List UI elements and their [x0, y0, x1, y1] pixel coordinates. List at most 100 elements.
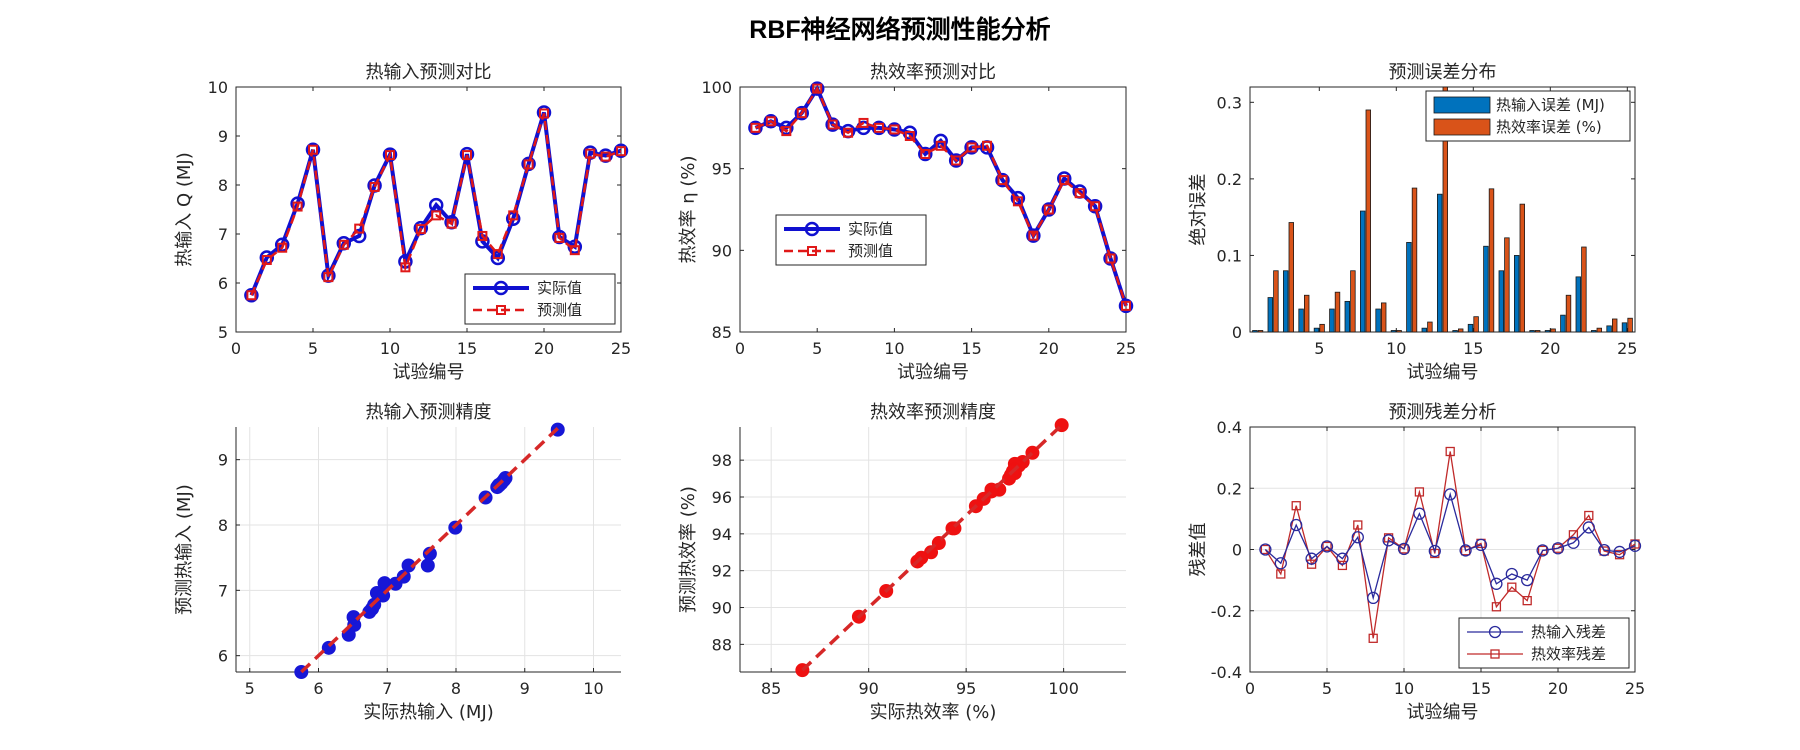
- bar-heat-input-error: [1606, 325, 1612, 333]
- actual-point: [459, 146, 475, 162]
- bar-heat-input-error: [1406, 242, 1412, 333]
- x-tick-label: 90: [858, 679, 878, 698]
- predicted-point: [765, 116, 776, 127]
- legend-label: 实际值: [848, 220, 893, 238]
- predicted-point: [1028, 230, 1039, 241]
- efficiency-residual-point: [1276, 569, 1286, 579]
- legend-actual-marker: [804, 221, 820, 237]
- bar-efficiency-error: [1442, 86, 1448, 333]
- legend-label: 预测值: [848, 242, 893, 260]
- heat-input-residual-point: [1290, 518, 1303, 532]
- x-tick-label: 15: [1471, 679, 1491, 698]
- bar-heat-input-error: [1344, 300, 1350, 333]
- y-tick-label: 100: [701, 78, 732, 97]
- legend-efficiency-swatch: [1433, 118, 1491, 136]
- actual-point: [995, 172, 1010, 188]
- heat-input-residual-point: [1490, 577, 1503, 590]
- y-axis-label: 残差值: [1188, 523, 1209, 577]
- predicted-point: [277, 242, 288, 253]
- predicted-point: [873, 122, 884, 133]
- y-tick-label: 7: [218, 225, 228, 244]
- x-tick-label: 5: [245, 679, 255, 698]
- plot-background: [740, 87, 1126, 332]
- bar-efficiency-error: [1504, 237, 1510, 333]
- predicted-point: [508, 210, 519, 221]
- bar-efficiency-error: [1365, 109, 1371, 333]
- legend-label: 热效率误差 (%): [1496, 118, 1602, 136]
- reference-line-y-equals-x: [801, 423, 1063, 672]
- x-axis-label: 实际热输入 (MJ): [363, 702, 494, 723]
- predicted-point: [966, 142, 977, 153]
- actual-point: [552, 229, 567, 245]
- predicted-point: [462, 150, 472, 161]
- predicted-point: [385, 150, 395, 161]
- legend-label: 预测值: [537, 301, 582, 319]
- heat-input-residual-point: [1598, 543, 1611, 557]
- y-tick-label: 96: [712, 488, 732, 507]
- efficiency-residual-point: [1445, 446, 1455, 457]
- heat-input-residual-point: [1336, 552, 1349, 565]
- predicted-point: [812, 83, 823, 94]
- y-tick-label: 5: [218, 323, 228, 342]
- bar-efficiency-error: [1519, 203, 1525, 333]
- bar-heat-input-error: [1621, 322, 1628, 333]
- bar-efficiency-error: [1350, 270, 1356, 333]
- actual-point: [1026, 228, 1041, 243]
- actual-point: [244, 288, 259, 303]
- bar-efficiency-error: [1612, 318, 1618, 333]
- y-axis-label: 热效率 η (%): [678, 156, 699, 264]
- predicted-point: [750, 122, 761, 133]
- legend-efficiency-residual-marker: [1490, 649, 1500, 659]
- legend-predicted-marker: [807, 246, 817, 256]
- y-tick-label: -0.2: [1211, 602, 1242, 621]
- x-tick-label: 25: [1116, 339, 1136, 358]
- y-tick-label: 8: [218, 176, 228, 195]
- predicted-point: [477, 230, 488, 241]
- actual-point: [382, 147, 398, 162]
- y-tick-label: 92: [712, 562, 732, 581]
- predicted-point: [308, 144, 318, 155]
- actual-point: [613, 143, 629, 158]
- actual-point: [1103, 251, 1118, 266]
- bar-efficiency-error: [1257, 330, 1264, 333]
- actual-point: [918, 146, 933, 162]
- y-axis-label: 热输入 Q (MJ): [174, 152, 195, 267]
- predicted-point: [858, 117, 869, 128]
- bar-heat-input-error: [1437, 193, 1443, 333]
- predicted-point: [539, 108, 549, 119]
- heat-input-residual-point: [1444, 488, 1457, 501]
- efficiency-residual-point: [1507, 582, 1517, 592]
- y-tick-label: 6: [218, 274, 228, 293]
- x-tick-label: 25: [611, 339, 631, 358]
- plot-title: 热输入预测对比: [366, 62, 492, 83]
- bar-efficiency-error: [1535, 330, 1541, 333]
- actual-point: [748, 120, 763, 136]
- legend-heat-input-residual-marker: [1488, 625, 1502, 639]
- bar-heat-input-error: [1575, 276, 1581, 333]
- x-tick-label: 20: [1039, 339, 1059, 358]
- predicted-point: [369, 181, 380, 192]
- efficiency-residual-point: [1491, 602, 1502, 612]
- legend-label: 热效率残差: [1531, 645, 1606, 663]
- actual-point: [809, 81, 825, 96]
- predicted-point: [569, 245, 580, 256]
- y-tick-label: 88: [712, 635, 732, 654]
- x-tick-label: 9: [520, 679, 530, 698]
- predicted-point: [523, 159, 534, 170]
- bar-heat-input-error: [1560, 314, 1566, 333]
- x-tick-label: 15: [961, 339, 981, 358]
- bar-heat-input-error: [1375, 308, 1381, 333]
- predicted-point: [1105, 253, 1116, 264]
- y-tick-label: 85: [712, 323, 732, 342]
- x-tick-label: 100: [1048, 679, 1079, 698]
- bar-efficiency-error: [1319, 323, 1325, 333]
- predicted-point: [323, 272, 334, 283]
- bar-heat-input-error: [1283, 270, 1289, 333]
- bar-efficiency-error: [1396, 330, 1402, 333]
- efficiency-residual-point: [1322, 541, 1332, 552]
- axes-box: [739, 86, 1127, 333]
- predicted-point: [982, 140, 993, 151]
